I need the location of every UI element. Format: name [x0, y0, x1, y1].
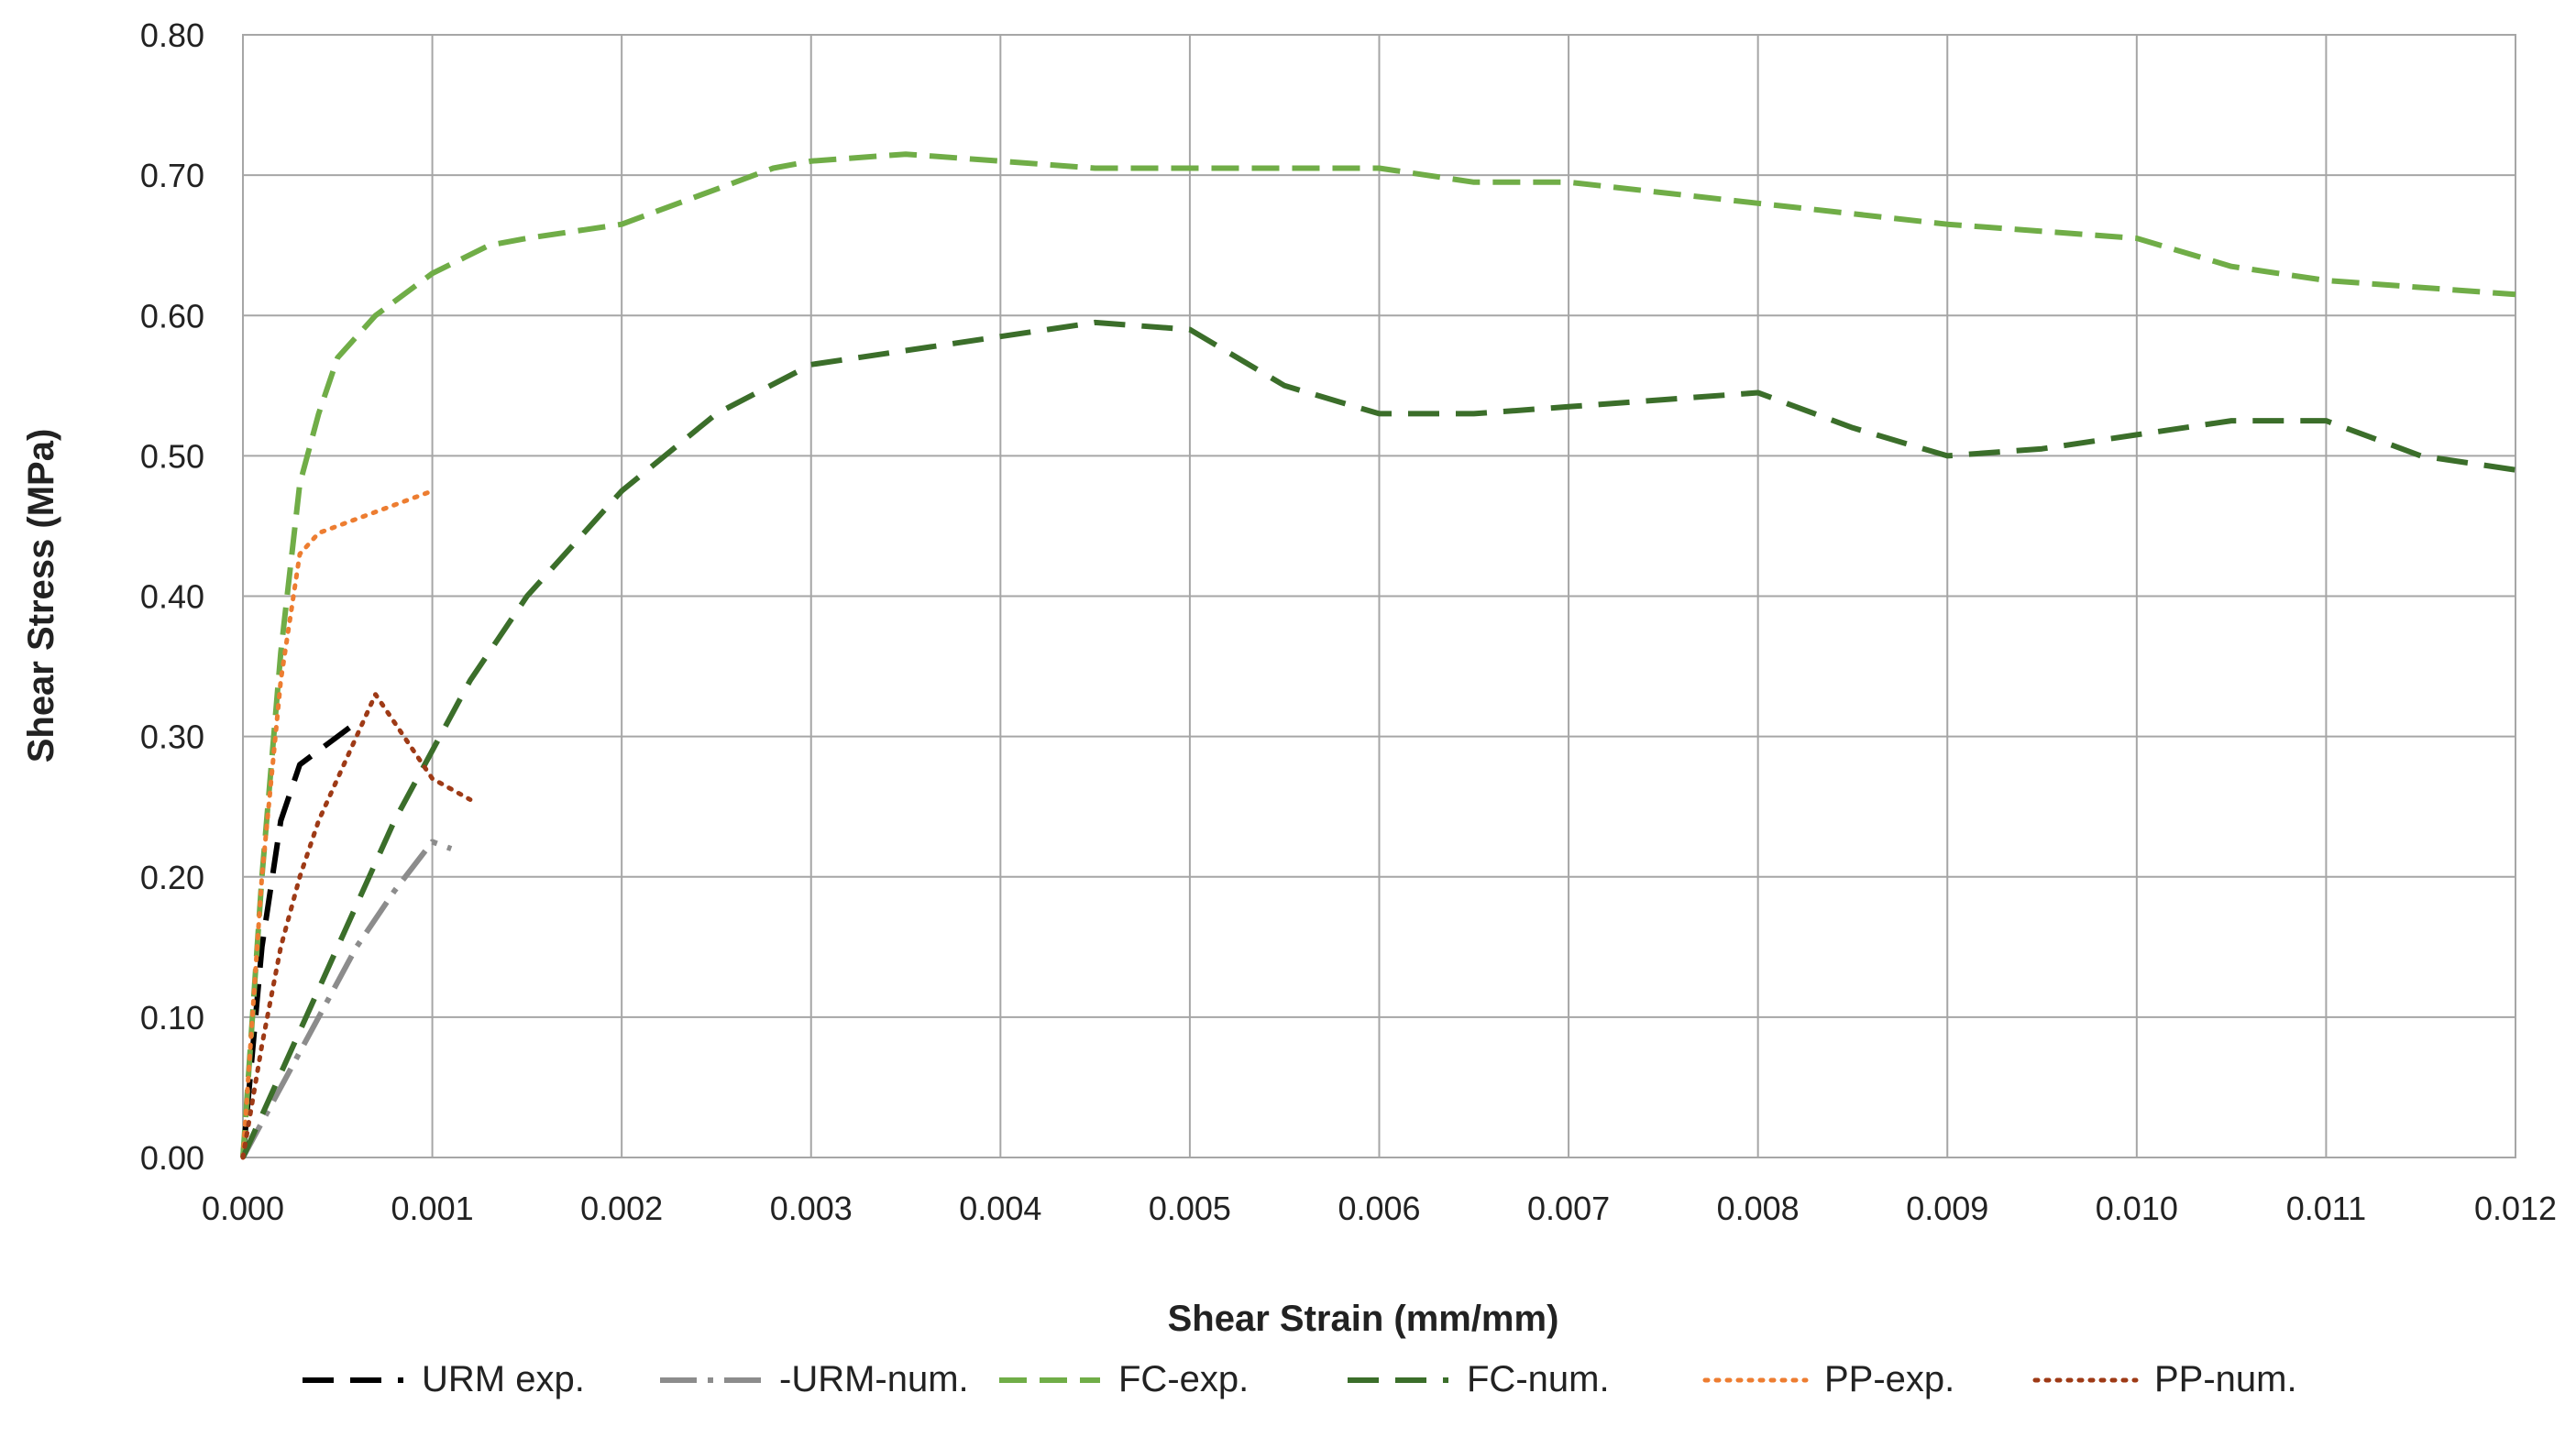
- x-tick-label: 0.002: [580, 1190, 663, 1227]
- series-line-1: [240, 839, 453, 1159]
- y-tick-label: 0.70: [140, 157, 204, 194]
- x-tick-label: 0.008: [1717, 1190, 1800, 1227]
- x-tick-labels: 0.000 0.001 0.002 0.003 0.004 0.005 0.006 0.007…: [202, 1190, 2557, 1227]
- x-axis-title: Shear Strain (mm/mm): [1168, 1299, 1559, 1339]
- x-tick-label: 0.000: [202, 1190, 284, 1227]
- legend-label-5: PP-num.: [2154, 1359, 2297, 1399]
- y-tick-label: 0.60: [140, 297, 204, 335]
- series-line-2: [240, 151, 2516, 1158]
- y-tick-label: 0.00: [140, 1139, 204, 1177]
- x-tick-label: 0.001: [391, 1190, 474, 1227]
- y-tick-label: 0.30: [140, 719, 204, 756]
- x-tick-label: 0.011: [2286, 1190, 2366, 1227]
- legend-label-1: -URM-num.: [779, 1359, 969, 1399]
- x-tick-label: 0.004: [959, 1190, 1041, 1227]
- y-tick-label: 0.80: [140, 16, 204, 54]
- x-tick-label: 0.003: [770, 1190, 853, 1227]
- y-tick-label: 0.10: [140, 999, 204, 1037]
- series-line-3: [240, 319, 2516, 1159]
- gridlines: [242, 34, 2516, 1158]
- series-line-5: [240, 692, 473, 1160]
- y-tick-label: 0.40: [140, 578, 204, 616]
- y-axis-title: Shear Stress (MPa): [21, 429, 61, 763]
- x-tick-label: 0.012: [2474, 1190, 2557, 1227]
- legend-label-3: FC-num.: [1467, 1359, 1610, 1399]
- legend: URM exp. -URM-num. FC-exp. FC-num. PP-exp. PP…: [303, 1359, 2297, 1399]
- y-tick-label: 0.50: [140, 437, 204, 475]
- x-tick-label: 0.009: [1906, 1190, 1988, 1227]
- y-tick-labels: 0.00 0.10 0.20 0.30 0.40 0.50 0.60 0.70 0.80: [140, 16, 204, 1177]
- legend-label-2: FC-exp.: [1118, 1359, 1249, 1399]
- x-tick-label: 0.010: [2096, 1190, 2178, 1227]
- legend-label-4: PP-exp.: [1824, 1359, 1954, 1399]
- series-lines: [240, 151, 2516, 1160]
- legend-label-0: URM exp.: [422, 1359, 585, 1399]
- series-line-4: [240, 488, 435, 1160]
- x-tick-label: 0.006: [1338, 1190, 1420, 1227]
- x-tick-label: 0.005: [1149, 1190, 1231, 1227]
- x-tick-label: 0.007: [1527, 1190, 1610, 1227]
- series-line-0: [240, 719, 358, 1158]
- y-tick-label: 0.20: [140, 859, 204, 896]
